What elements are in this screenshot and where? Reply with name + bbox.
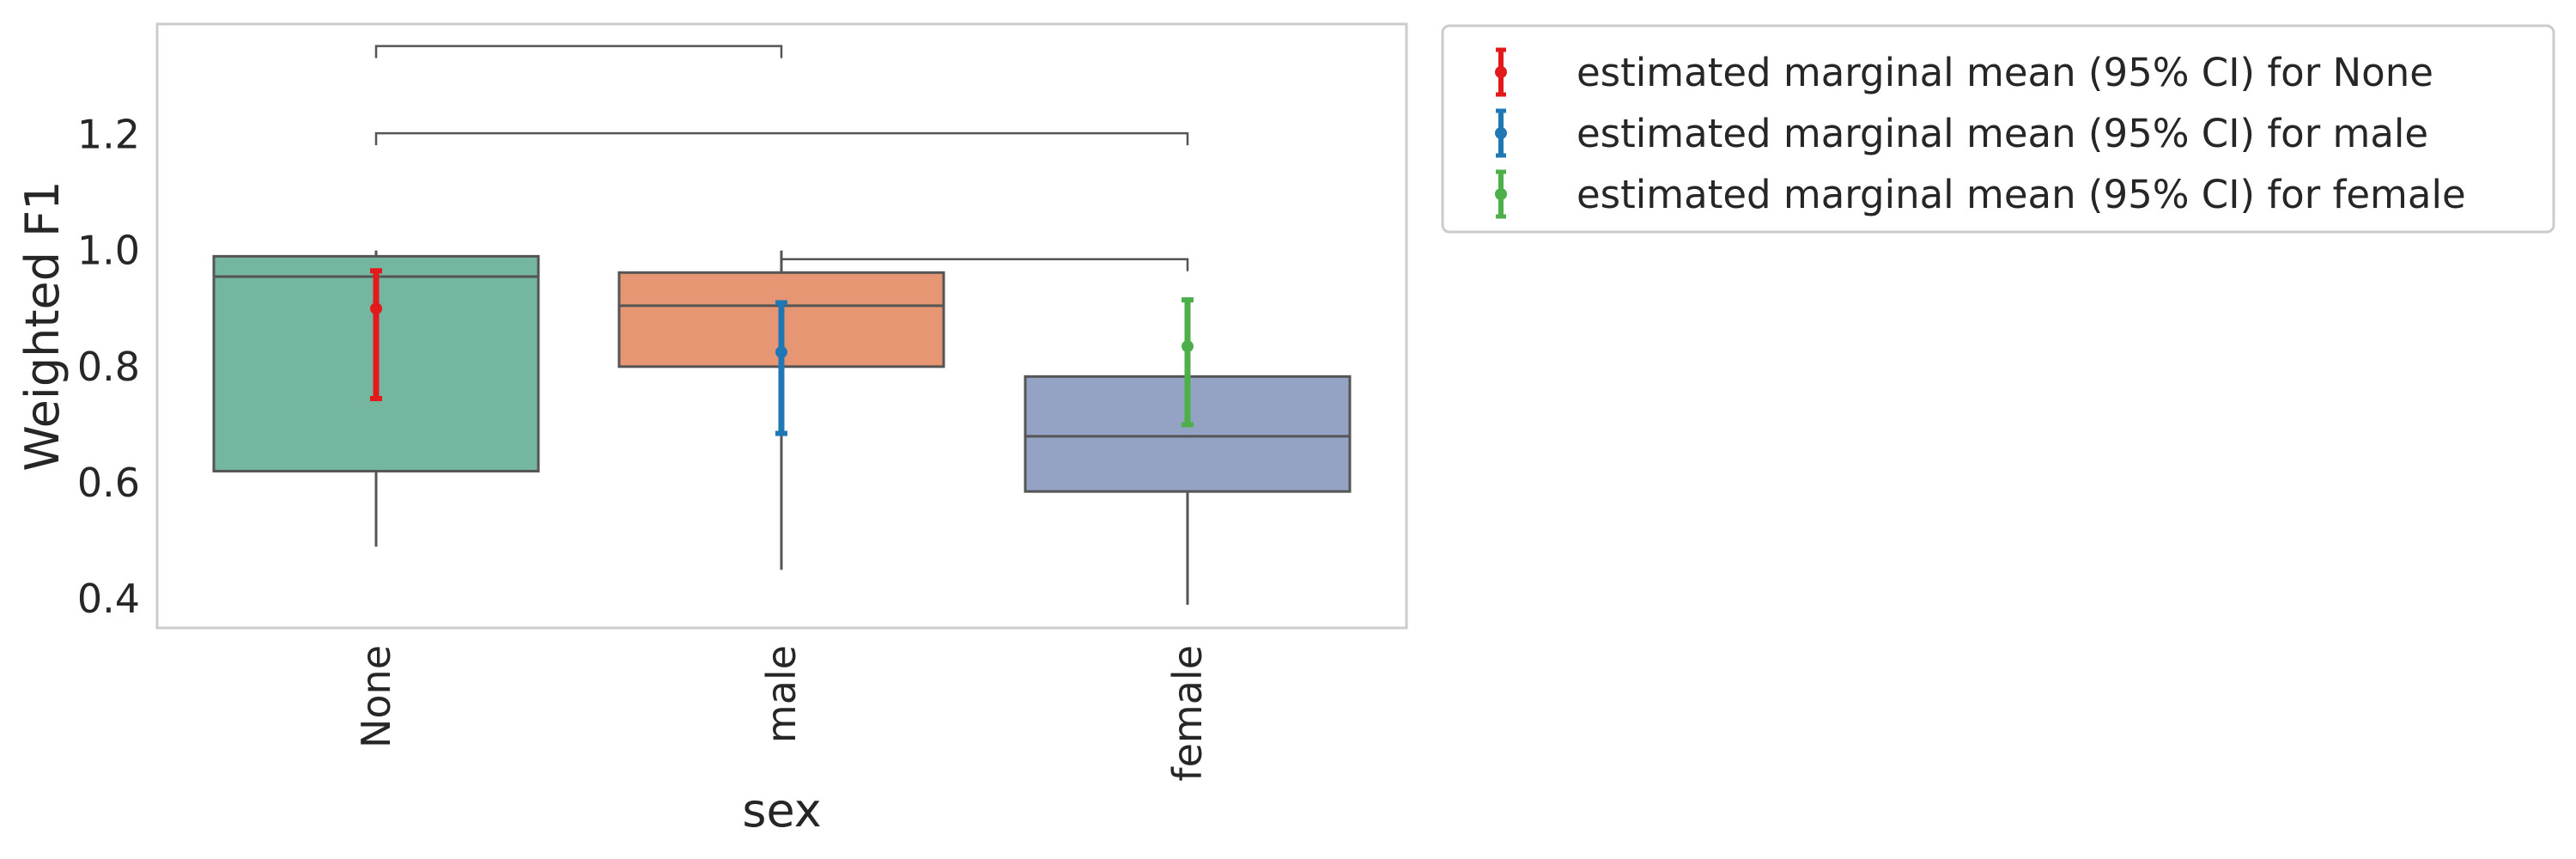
y-tick-label: 0.4 (77, 576, 140, 622)
y-tick-label: 1.0 (77, 228, 140, 274)
legend-box (1441, 24, 2555, 234)
legend-marker-dot (1495, 66, 1507, 78)
mean-point (775, 345, 787, 358)
significance-bracket (780, 258, 1189, 271)
y-axis-title: Weighted F1 (15, 180, 70, 471)
y-tick-label: 1.2 (77, 111, 140, 157)
significance-bracket (374, 45, 783, 58)
x-axis-title: sex (742, 783, 821, 838)
mean-point (1182, 340, 1194, 353)
legend-label: estimated marginal mean (95% CI) for fem… (1577, 172, 2466, 217)
plot-frame (155, 22, 1408, 630)
legend-marker-dot (1495, 127, 1507, 139)
legend-marker-dot (1495, 188, 1507, 200)
y-tick-label: 0.6 (77, 460, 140, 506)
legend-label: estimated marginal mean (95% CI) for mal… (1577, 111, 2428, 156)
y-tick-label: 0.8 (77, 344, 140, 390)
legend-label: estimated marginal mean (95% CI) for Non… (1577, 50, 2433, 95)
x-tick-label: female (1164, 645, 1211, 782)
mean-point (370, 302, 382, 315)
x-tick-label: male (758, 645, 805, 743)
significance-bracket (374, 131, 1189, 146)
x-tick-label: None (353, 645, 399, 748)
